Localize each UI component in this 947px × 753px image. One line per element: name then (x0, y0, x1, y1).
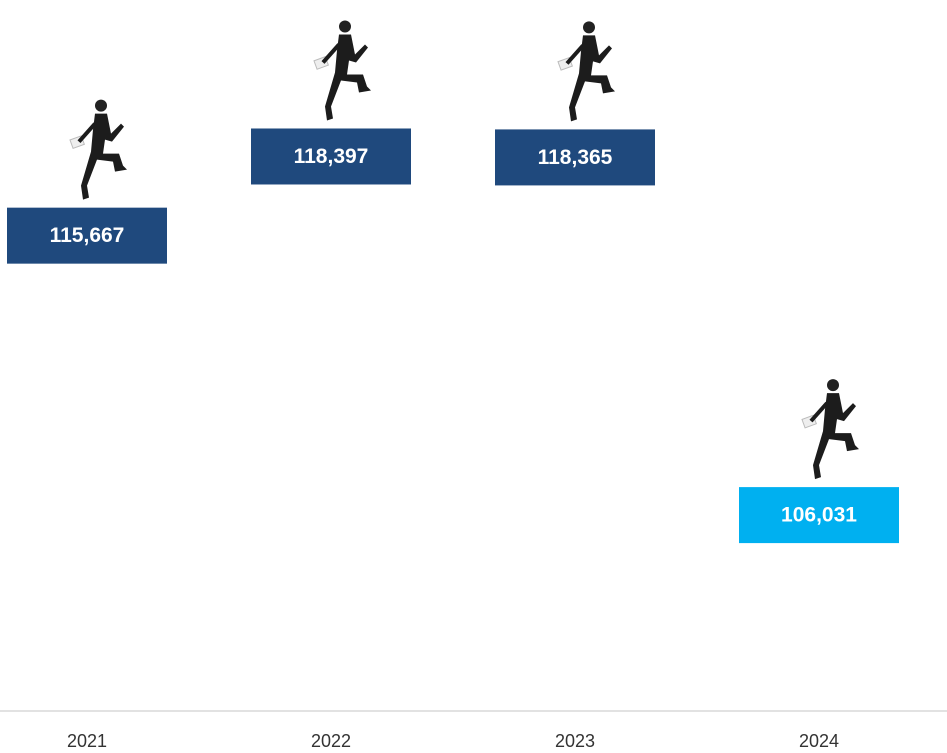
x-tick-label: 2021 (67, 731, 107, 751)
x-tick-label: 2022 (311, 731, 351, 751)
runner-icon (314, 20, 371, 120)
runner-icon (802, 379, 859, 479)
page: 2021 115,667 2022 118,397 2023 118,365 2024 106… (0, 0, 947, 753)
runner-body (325, 34, 371, 120)
runner-body (81, 114, 127, 200)
value-label: 106,031 (781, 504, 857, 527)
runner-body (813, 393, 859, 479)
x-tick-label: 2024 (799, 731, 839, 751)
x-tick-label: 2023 (555, 731, 595, 751)
runner-head (827, 379, 839, 391)
chart: 2021 115,667 2022 118,397 2023 118,365 2024 106… (0, 0, 947, 753)
runner-head (339, 20, 351, 32)
runner-head (95, 100, 107, 112)
value-label: 118,397 (294, 145, 369, 168)
value-label: 118,365 (538, 146, 613, 169)
runner-body (569, 35, 615, 121)
runner-head (583, 21, 595, 33)
runner-icon (70, 100, 127, 200)
runner-icon (558, 21, 615, 121)
value-label: 115,667 (50, 224, 125, 247)
